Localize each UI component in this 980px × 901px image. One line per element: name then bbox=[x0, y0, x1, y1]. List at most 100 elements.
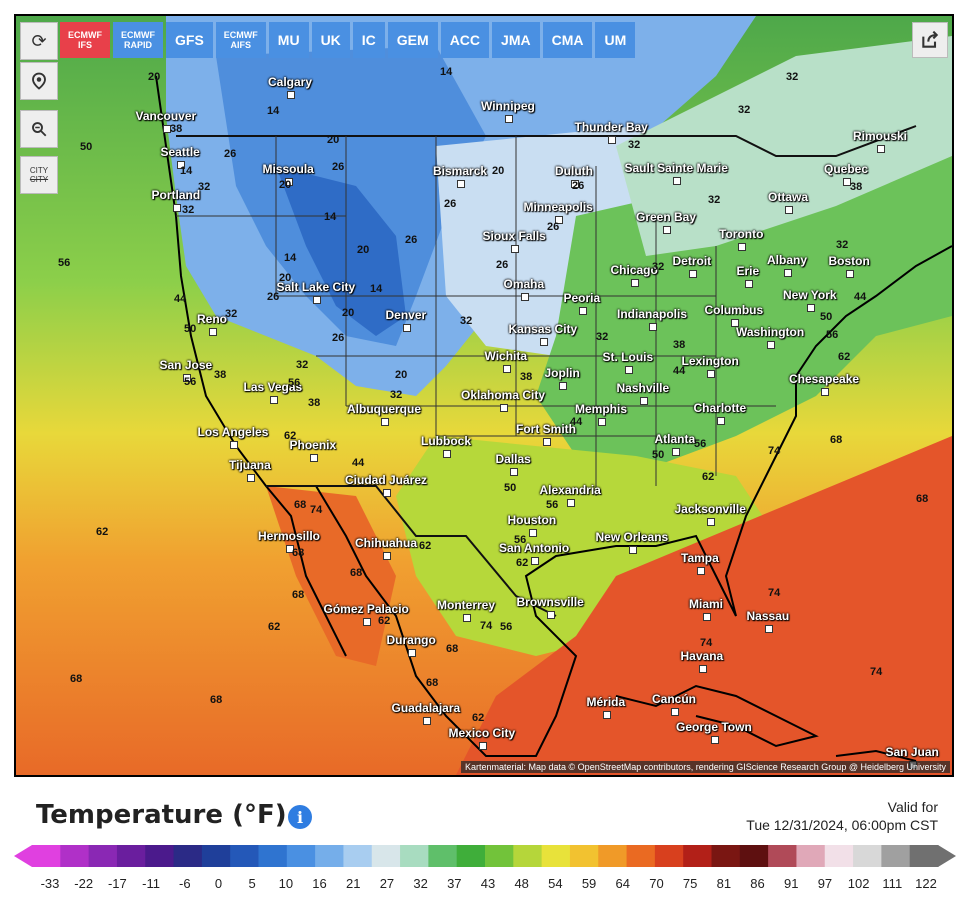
city-marker bbox=[286, 545, 294, 553]
colorbar-swatch bbox=[400, 845, 429, 867]
colorbar-tick-label: 97 bbox=[817, 876, 833, 891]
colorbar-tick-label: 102 bbox=[847, 876, 870, 891]
city-marker bbox=[738, 243, 746, 251]
model-tab-mu[interactable]: MU bbox=[268, 22, 309, 58]
northeast-zone bbox=[616, 36, 952, 256]
map-attribution[interactable]: Kartenmaterial: Map data © OpenStreetMap… bbox=[461, 761, 950, 773]
colorbar-swatch bbox=[768, 845, 797, 867]
city-marker bbox=[703, 613, 711, 621]
city-marker bbox=[510, 468, 518, 476]
colorbar-tick-label: 86 bbox=[750, 876, 765, 891]
colorbar-swatch bbox=[60, 845, 90, 867]
refresh-button[interactable]: ⟳ bbox=[20, 22, 58, 60]
colorbar-tick-label: 48 bbox=[514, 876, 529, 891]
colorbar-tick-label: 70 bbox=[649, 876, 664, 891]
refresh-icon: ⟳ bbox=[31, 30, 47, 51]
model-tab-label: ACC bbox=[449, 32, 481, 48]
colorbar-tick-label: -11 bbox=[142, 876, 160, 891]
city-marker bbox=[230, 441, 238, 449]
city-marker bbox=[603, 711, 611, 719]
colorbar-swatch bbox=[683, 845, 712, 867]
zoom-button[interactable] bbox=[20, 110, 58, 148]
share-button[interactable] bbox=[912, 22, 948, 58]
state-borders bbox=[176, 136, 776, 496]
model-tab-acc[interactable]: ACC bbox=[440, 22, 490, 58]
colorbar-swatch bbox=[881, 845, 911, 867]
city-marker bbox=[443, 450, 451, 458]
city-marker bbox=[707, 370, 715, 378]
city-marker bbox=[310, 454, 318, 462]
city-marker bbox=[785, 206, 793, 214]
valid-time: Tue 12/31/2024, 06:00pm CST bbox=[746, 817, 938, 833]
info-icon[interactable]: i bbox=[288, 805, 312, 829]
colorbar-tick-label: 75 bbox=[682, 876, 698, 891]
colorbar-swatch bbox=[428, 845, 458, 867]
colorbar-tick-label: 16 bbox=[312, 876, 327, 891]
location-pin-icon bbox=[32, 72, 46, 90]
colorbar-swatch bbox=[796, 845, 826, 867]
city-marker bbox=[765, 625, 773, 633]
model-tab-label: GFS bbox=[175, 32, 204, 48]
temperature-colorbar bbox=[14, 845, 956, 867]
city-marker bbox=[571, 180, 579, 188]
city-marker bbox=[287, 91, 295, 99]
city-labels-toggle[interactable]: CITY CITY bbox=[20, 156, 58, 194]
colorbar-tick-label: -17 bbox=[107, 876, 127, 891]
model-tab-uk[interactable]: UK bbox=[311, 22, 350, 58]
colorbar-tick-label: 59 bbox=[581, 876, 597, 891]
us-mexico-border bbox=[266, 485, 557, 617]
colorbar-swatch bbox=[32, 845, 61, 867]
model-tab-label: MU bbox=[277, 32, 300, 48]
city-marker bbox=[689, 270, 697, 278]
city-marker bbox=[247, 474, 255, 482]
city-marker bbox=[313, 296, 321, 304]
colorbar-tick-label: 64 bbox=[615, 876, 630, 891]
city-marker bbox=[598, 418, 606, 426]
colorbar-tick-label: 54 bbox=[548, 876, 563, 891]
model-tab-ecmwf-rapid[interactable]: ECMWF RAPID bbox=[113, 22, 163, 58]
caribbean-outline bbox=[835, 749, 917, 762]
model-tab-jma[interactable]: JMA bbox=[492, 22, 540, 58]
model-tab-ecmwf-aifs[interactable]: ECMWF AIFS bbox=[215, 22, 266, 58]
city-marker bbox=[673, 177, 681, 185]
weather-map[interactable]: ECMWF IFS ECMWF RAPID GFS ECMWF AIFS MU UK IC GEM A… bbox=[14, 14, 954, 777]
model-tab-label: ECMWF bbox=[223, 30, 258, 40]
model-selector: ECMWF IFS ECMWF RAPID GFS ECMWF AIFS MU UK IC GEM A… bbox=[60, 22, 636, 58]
colorbar-swatch bbox=[711, 845, 741, 867]
colorbar-tick-label: 122 bbox=[915, 876, 937, 891]
colorbar-swatch bbox=[569, 845, 599, 867]
colorbar-swatch bbox=[315, 845, 344, 867]
colorbar-tick-label: 91 bbox=[783, 876, 799, 891]
colorbar-tick-label: 5 bbox=[248, 876, 256, 891]
model-tab-gfs[interactable]: GFS bbox=[166, 22, 213, 58]
city-marker bbox=[671, 708, 679, 716]
colorbar-swatch bbox=[485, 845, 514, 867]
city-marker bbox=[383, 489, 391, 497]
us-canada-border bbox=[176, 125, 917, 157]
temperature-map-canvas[interactable] bbox=[16, 16, 952, 775]
colorbar-swatch bbox=[371, 845, 401, 867]
city-marker bbox=[521, 293, 529, 301]
city-marker bbox=[784, 269, 792, 277]
model-tab-gem[interactable]: GEM bbox=[387, 22, 438, 58]
colorbar-swatch bbox=[626, 845, 656, 867]
model-tab-cma[interactable]: CMA bbox=[542, 22, 593, 58]
city-marker bbox=[479, 742, 487, 750]
model-tab-sublabel: RAPID bbox=[123, 40, 152, 50]
location-button[interactable] bbox=[20, 62, 58, 100]
city-marker bbox=[697, 567, 705, 575]
city-marker bbox=[403, 324, 411, 332]
city-marker bbox=[503, 365, 511, 373]
city-marker bbox=[511, 245, 519, 253]
model-tab-um[interactable]: UM bbox=[595, 22, 636, 58]
colorbar-tick-label: 32 bbox=[413, 876, 428, 891]
legend-title: Temperature (°F) bbox=[36, 800, 287, 830]
city-marker bbox=[843, 178, 851, 186]
colorbar-tick-label: -22 bbox=[74, 876, 94, 891]
city-marker bbox=[285, 178, 293, 186]
model-tab-ecmwf-ifs[interactable]: ECMWF IFS bbox=[60, 22, 110, 58]
cuba-outline bbox=[615, 684, 819, 748]
model-tab-ic[interactable]: IC bbox=[352, 22, 385, 58]
colorbar-tick-label: -33 bbox=[40, 876, 60, 891]
city-marker bbox=[383, 552, 391, 560]
